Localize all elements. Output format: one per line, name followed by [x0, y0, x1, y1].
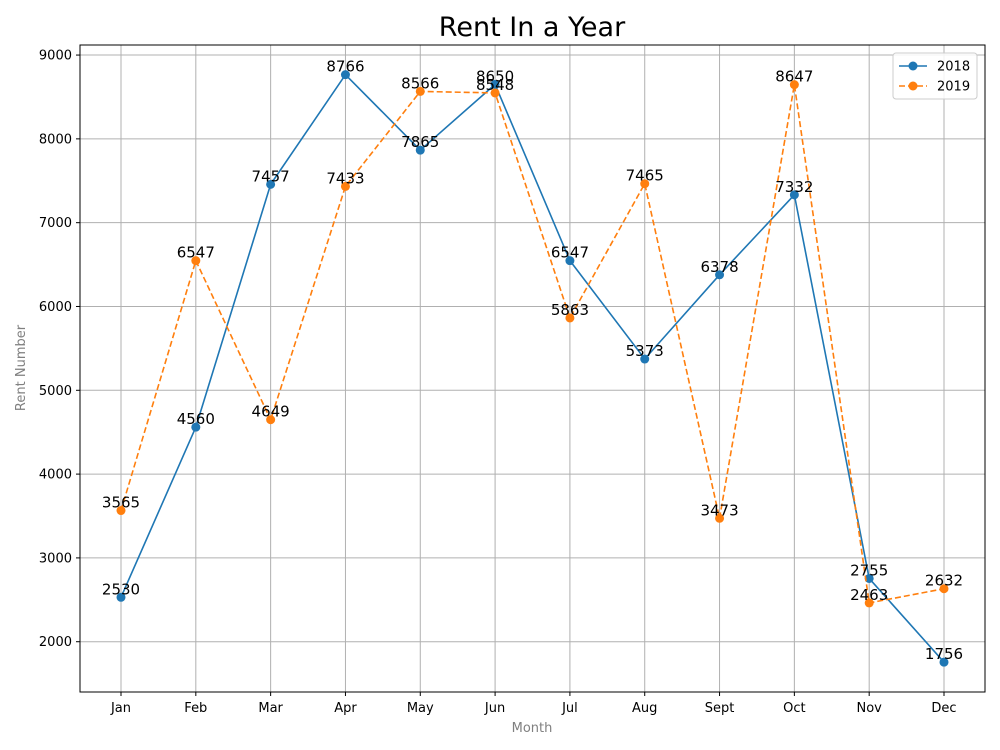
data-label-2018: 7865	[401, 133, 439, 151]
data-point-2019	[789, 80, 799, 90]
data-point-2019	[939, 584, 949, 594]
data-point-2019	[565, 313, 575, 323]
data-label-2018: 4560	[177, 410, 215, 428]
axis-ticks: Jan Feb Mar Apr May Jun Jul Aug Sept Oct Nov Dec 200…	[39, 49, 957, 716]
y-tick-label: 6000	[39, 300, 72, 315]
x-tick-label: Apr	[334, 701, 357, 716]
x-tick-label: Jan	[110, 701, 131, 716]
data-label-2019: 3565	[102, 494, 140, 512]
data-label-2019: 2632	[925, 572, 963, 590]
data-point-2019	[864, 598, 874, 608]
data-label-2018: 6378	[700, 258, 738, 276]
data-label-2018: 7332	[775, 178, 813, 196]
data-point-2018	[116, 592, 126, 602]
y-tick-label: 4000	[39, 468, 72, 483]
data-point-2019	[490, 88, 500, 98]
data-label-2019: 4649	[252, 403, 290, 421]
x-tick-label: Mar	[258, 701, 283, 716]
x-tick-label: Jun	[484, 701, 505, 716]
data-label-2019: 8548	[476, 76, 514, 94]
data-point-2018	[191, 422, 201, 432]
data-point-2019	[340, 181, 350, 191]
data-point-2018	[789, 190, 799, 200]
data-point-2019	[415, 86, 425, 96]
data-point-2018	[415, 145, 425, 155]
data-label-2018: 7457	[252, 167, 290, 185]
data-label-2018: 8650	[476, 67, 514, 85]
data-label-2018: 2755	[850, 561, 888, 579]
data-point-2018	[640, 354, 650, 364]
legend-swatch-marker-2018	[908, 61, 918, 71]
data-point-2018	[864, 573, 874, 583]
data-label-2019: 7465	[626, 167, 664, 185]
data-label-2019: 7433	[326, 169, 364, 187]
data-label-2018: 5373	[626, 342, 664, 360]
data-label-2019: 3473	[700, 501, 738, 519]
y-tick-label: 5000	[39, 384, 72, 399]
data-label-2018: 2530	[102, 580, 140, 598]
x-tick-label: Sept	[705, 701, 735, 716]
data-point-2019	[191, 256, 201, 266]
y-tick-label: 7000	[39, 216, 72, 231]
x-tick-label: Aug	[632, 701, 657, 716]
legend-swatch-marker-2019	[908, 81, 918, 91]
data-point-2018	[715, 270, 725, 280]
data-point-2019	[266, 415, 276, 425]
data-label-2018: 1756	[925, 645, 963, 663]
y-tick-label: 2000	[39, 635, 72, 650]
series-line-2019	[120, 83, 945, 604]
y-tick-label: 9000	[39, 49, 72, 64]
data-label-2019: 2463	[850, 586, 888, 604]
plot-area-frame	[79, 44, 986, 693]
data-labels: 2530 4560 7457 8766 7865 8650 6547 5373 6378 7332…	[102, 58, 963, 663]
data-label-2019: 6547	[177, 244, 215, 262]
data-label-2019: 8647	[775, 68, 813, 86]
data-label-2019: 8566	[401, 74, 439, 92]
y-tick-label: 3000	[39, 551, 72, 566]
legend-label-2018: 2018	[937, 60, 970, 75]
x-tick-label: Feb	[184, 701, 207, 716]
data-point-2018	[490, 79, 500, 89]
x-tick-label: Jul	[561, 701, 578, 716]
gridlines	[80, 45, 985, 692]
data-point-2019	[715, 513, 725, 523]
x-axis-title: Month	[512, 721, 553, 736]
data-label-2019: 5863	[551, 301, 589, 319]
data-point-2019	[116, 506, 126, 516]
data-label-2018: 8766	[326, 58, 364, 76]
series-line-2018	[120, 73, 945, 663]
data-point-2018	[340, 70, 350, 80]
data-point-2018	[939, 657, 949, 667]
chart-title: Rent In a Year	[439, 12, 626, 43]
y-axis-title: Rent Number	[14, 324, 29, 411]
data-point-2019	[640, 179, 650, 189]
legend-label-2019: 2019	[937, 80, 970, 95]
legend: 2018 2019	[892, 52, 978, 100]
x-tick-label: May	[407, 701, 434, 716]
x-tick-label: Dec	[931, 701, 956, 716]
series-2019	[116, 80, 949, 608]
data-point-2018	[266, 179, 276, 189]
x-tick-label: Oct	[783, 701, 805, 716]
x-tick-label: Nov	[856, 701, 882, 716]
series-layer	[116, 70, 949, 667]
series-2018	[116, 70, 949, 667]
data-point-2018	[565, 256, 575, 266]
y-tick-label: 8000	[39, 132, 72, 147]
data-label-2018: 6547	[551, 244, 589, 262]
